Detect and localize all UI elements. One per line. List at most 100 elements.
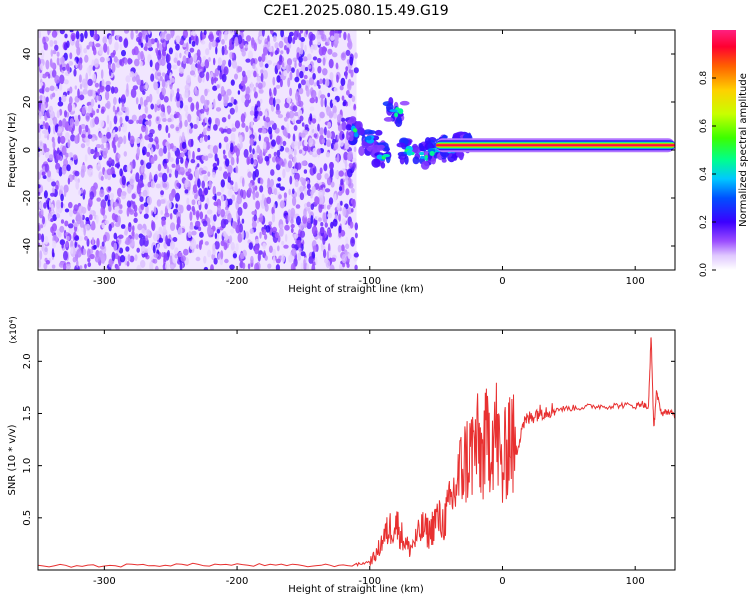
noise-blob (300, 79, 306, 86)
noise-blob (94, 136, 98, 141)
noise-blob (141, 228, 145, 234)
noise-blob (281, 125, 285, 130)
noise-blob (237, 206, 243, 216)
noise-blob (74, 135, 80, 144)
noise-blob (154, 173, 158, 182)
noise-blob (117, 111, 123, 116)
noise-blob (51, 187, 55, 195)
noise-blob (147, 114, 152, 119)
noise-blob (192, 150, 195, 161)
noise-blob (181, 131, 185, 142)
noise-blob (182, 55, 187, 65)
noise-blob (300, 40, 304, 50)
noise-blob (330, 35, 335, 41)
noise-blob (108, 205, 112, 212)
noise-blob (321, 34, 327, 42)
noise-blob (167, 133, 171, 138)
noise-blob (79, 32, 84, 43)
noise-blob (278, 41, 284, 47)
noise-blob (317, 66, 322, 74)
noise-blob (69, 52, 73, 60)
snr-xtick-label: -200 (226, 576, 249, 587)
noise-blob (150, 38, 155, 45)
noise-blob (199, 108, 205, 115)
transition-blob (404, 155, 409, 165)
noise-blob (252, 191, 256, 201)
noise-blob (197, 200, 201, 206)
noise-blob (318, 195, 324, 205)
noise-blob (156, 116, 159, 122)
noise-blob (142, 189, 148, 197)
noise-blob (87, 89, 93, 97)
noise-blob (144, 30, 147, 35)
noise-blob (54, 75, 60, 84)
noise-blob (133, 211, 138, 217)
noise-blob (139, 82, 145, 93)
transition-blob (358, 146, 365, 156)
noise-blob (304, 44, 307, 53)
noise-blob (148, 46, 153, 52)
noise-blob (144, 121, 150, 126)
noise-blob (295, 119, 302, 125)
noise-blob (95, 214, 99, 224)
noise-blob (207, 171, 211, 177)
noise-blob (311, 264, 316, 270)
noise-blob (156, 40, 160, 49)
noise-blob (114, 222, 121, 228)
noise-blob (319, 226, 325, 234)
noise-blob (213, 98, 216, 109)
noise-blob (336, 114, 342, 123)
noise-blob (126, 200, 131, 208)
noise-blob (224, 258, 229, 264)
noise-blob (310, 214, 314, 225)
noise-blob (278, 158, 284, 166)
noise-blob (179, 120, 183, 128)
noise-blob (195, 256, 201, 262)
noise-blob (229, 107, 235, 115)
noise-blob (289, 87, 293, 97)
noise-blob (336, 202, 341, 211)
noise-blob (325, 151, 330, 158)
noise-blob (143, 213, 149, 219)
noise-blob (51, 203, 54, 213)
noise-blob (272, 156, 277, 163)
noise-blob (291, 140, 296, 149)
noise-blob (67, 223, 74, 229)
noise-blob (275, 258, 281, 264)
noise-blob (123, 164, 128, 173)
noise-blob (332, 105, 337, 115)
noise-blob (266, 196, 272, 204)
noise-blob (350, 81, 355, 86)
noise-blob (38, 233, 42, 241)
noise-blob (254, 238, 260, 244)
noise-blob (352, 198, 356, 209)
noise-blob (140, 159, 144, 166)
noise-blob (345, 188, 350, 196)
noise-blob (253, 214, 258, 222)
noise-blob (343, 31, 347, 41)
noise-blob (149, 261, 154, 270)
noise-blob (258, 110, 263, 117)
noise-blob (237, 188, 241, 197)
noise-blob (275, 98, 281, 105)
noise-blob (80, 123, 86, 130)
noise-blob (136, 119, 139, 124)
noise-blob (330, 181, 335, 188)
noise-blob (39, 88, 44, 94)
noise-blob (138, 115, 144, 125)
noise-blob (230, 156, 235, 166)
noise-blob (340, 178, 344, 186)
noise-blob (334, 142, 339, 150)
noise-blob (352, 157, 357, 162)
noise-blob (226, 128, 232, 135)
noise-blob (295, 204, 301, 209)
noise-blob (230, 132, 236, 142)
noise-blob (199, 231, 204, 238)
noise-blob (334, 30, 341, 34)
noise-blob (251, 37, 255, 46)
noise-blob (88, 197, 93, 208)
noise-blob (150, 156, 155, 164)
noise-blob (184, 119, 188, 127)
noise-blob (244, 43, 248, 49)
